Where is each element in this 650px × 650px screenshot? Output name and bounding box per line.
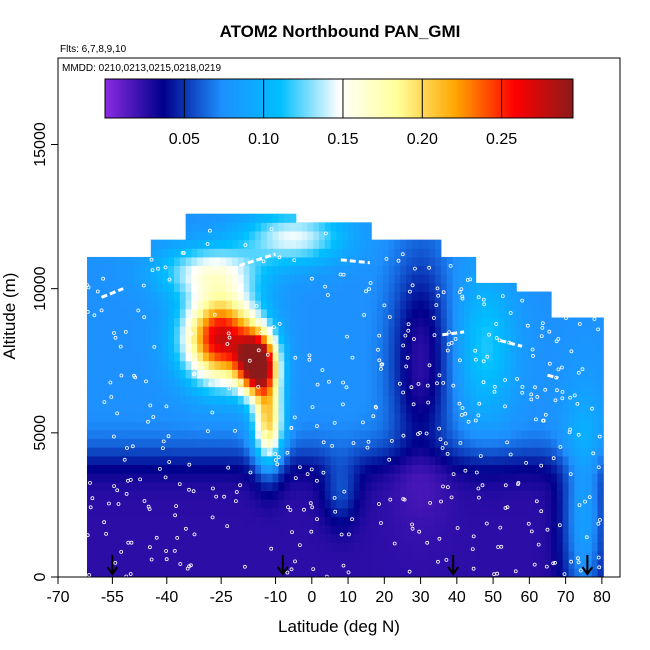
x-tick-label: 0: [307, 589, 316, 606]
x-tick-label: 80: [593, 589, 611, 606]
x-tick-label: -55: [101, 589, 124, 606]
x-tick-label: 40: [448, 589, 466, 606]
x-tick-label: 50: [484, 589, 502, 606]
heatmap-field: [87, 213, 604, 578]
x-tick-label: -70: [46, 589, 69, 606]
y-tick-label: 10000: [32, 266, 49, 311]
y-tick-label: 15000: [32, 122, 49, 167]
y-tick-label: 5000: [32, 415, 49, 451]
y-axis: 0 5000 10000 15000: [32, 122, 58, 581]
x-tick-label: -10: [264, 589, 287, 606]
flight-path-markers: [106, 555, 594, 576]
x-axis-label: Latitude (deg N): [278, 617, 400, 636]
chart-title: ATOM2 Northbound PAN_GMI: [220, 22, 461, 41]
x-tick-label: 60: [520, 589, 538, 606]
observation-dots: [85, 227, 602, 579]
x-tick-label: -40: [155, 589, 178, 606]
x-tick-label: 20: [375, 589, 393, 606]
colorbar-tick-label: 0.20: [407, 131, 438, 148]
y-tick-label: 0: [32, 572, 49, 581]
colorbar: 0.05 0.10 0.15 0.20 0.25: [104, 78, 574, 148]
plot-frame: [57, 57, 621, 578]
flights-note: Flts: 6,7,8,9,10: [60, 44, 127, 55]
y-axis-label: Altitude (m): [0, 273, 19, 360]
colorbar-tick-label: 0.25: [486, 131, 517, 148]
x-tick-label: -25: [210, 589, 233, 606]
x-axis: -70 -55 -40 -25 -10 0 10 20 30 40 50 60 70 80: [46, 577, 611, 606]
dates-note: MMDD: 0210,0213,0215,0218,0219: [62, 63, 221, 74]
colorbar-tick-label: 0.10: [248, 131, 279, 148]
colorbar-tick-label: 0.05: [169, 131, 200, 148]
x-tick-label: 70: [557, 589, 575, 606]
x-tick-label: 10: [339, 589, 357, 606]
colorbar-tick-label: 0.15: [327, 131, 358, 148]
colorbar-gradient: [104, 78, 574, 119]
x-tick-label: 30: [412, 589, 430, 606]
